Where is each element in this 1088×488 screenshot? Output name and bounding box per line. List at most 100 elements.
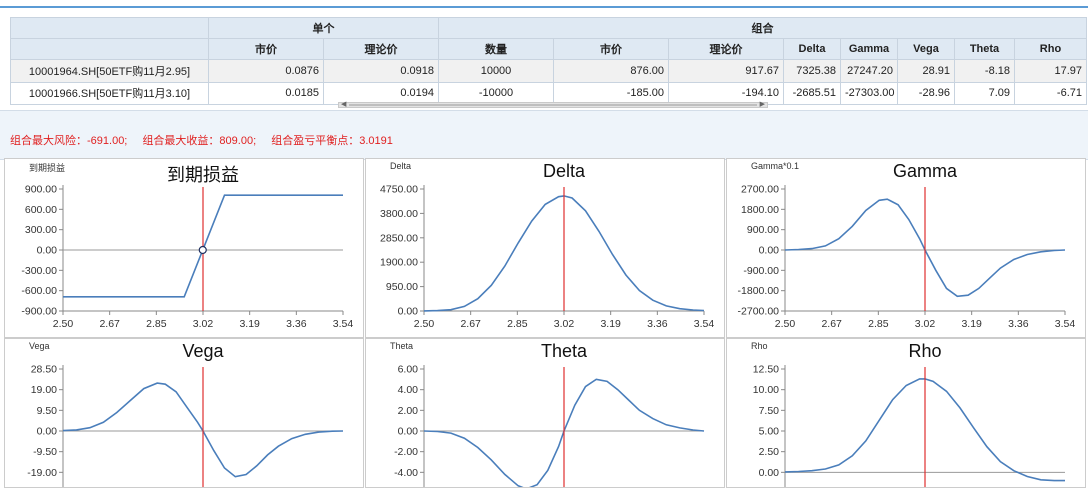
y-tick-label: 900.00 (747, 224, 779, 236)
x-tick-label: 3.02 (193, 318, 214, 330)
table-cell: 7.09 (954, 81, 1015, 105)
y-tick-label: 0.00 (759, 467, 780, 479)
table-cell: -27303.00 (840, 81, 898, 105)
x-tick-label: 3.02 (554, 318, 575, 330)
y-tick-label: 1900.00 (380, 257, 418, 269)
x-tick-label: 2.67 (99, 318, 120, 330)
chart-title: Delta (542, 161, 586, 181)
y-tick-label: 0.00 (398, 306, 419, 318)
column-header[interactable]: Delta (783, 38, 841, 60)
table-cell: -6.71 (1014, 81, 1087, 105)
group-header-combo: 组合 (438, 17, 1087, 39)
chart-ylabel: Delta (390, 161, 412, 171)
x-tick-label: 3.54 (694, 318, 715, 330)
table-group-header-row: 单个 组合 (10, 17, 1087, 39)
x-tick-label: 3.36 (647, 318, 668, 330)
x-tick-label: 2.85 (868, 318, 889, 330)
y-tick-label: 2.00 (398, 405, 419, 417)
vega-chart: Vega Vega 28.50 19.00 9.50 0.00 -9.50 -19.00 (4, 338, 364, 488)
x-tick-label: 3.19 (239, 318, 260, 330)
y-tick-label: -9.50 (33, 446, 57, 458)
column-header[interactable]: 数量 (438, 38, 554, 60)
table-cell: -194.10 (668, 81, 784, 105)
y-tick-label: 12.50 (753, 364, 779, 376)
chart-ylabel: Vega (29, 341, 50, 351)
y-tick-label: 0.00 (37, 245, 58, 257)
y-tick-label: 5.00 (759, 426, 780, 438)
chart-title: Gamma (892, 161, 958, 181)
y-tick-label: 0.00 (398, 426, 419, 438)
y-tick-label: -19.00 (27, 467, 57, 479)
x-tick-label: 2.50 (414, 318, 435, 330)
y-tick-label: 3800.00 (380, 208, 418, 220)
top-accent-line (0, 6, 1088, 8)
column-header[interactable]: Theta (954, 38, 1015, 60)
table-cell: 0.0185 (208, 81, 324, 105)
x-tick-label: 3.19 (961, 318, 982, 330)
chart-title: 到期损益 (167, 165, 239, 185)
y-tick-label: -900.00 (743, 265, 779, 277)
column-header[interactable]: Vega (897, 38, 955, 60)
y-tick-label: -2.00 (394, 446, 418, 458)
chart-plot-svg: 12.50 10.00 7.50 5.00 2.50 0.00 (753, 364, 1065, 487)
x-tick-label: 3.36 (1008, 318, 1029, 330)
chart-plot-svg: 2700.00 1800.00 900.00 0.00 -900.00 -1800.00 -… (738, 184, 1076, 331)
chart-plot-svg: 900.00 600.00 300.00 0.00 -300.00 -600.00 -900… (21, 184, 354, 331)
x-tick-label: 2.67 (460, 318, 481, 330)
y-tick-label: 900.00 (25, 184, 57, 196)
y-tick-label: 1800.00 (741, 204, 779, 216)
table-cell: 17.97 (1014, 59, 1087, 83)
column-header[interactable]: 市价 (208, 38, 324, 60)
table-cell: -28.96 (897, 81, 955, 105)
horizontal-scrollbar[interactable]: ◀ ▶ (338, 101, 768, 108)
y-tick-label: 4750.00 (380, 184, 418, 196)
theta-chart: Theta Theta 6.00 4.00 2.00 0.00 -2.00 -4.00 (365, 338, 725, 488)
scroll-left-arrow-icon[interactable]: ◀ (341, 101, 347, 108)
y-tick-label: 0.00 (37, 426, 58, 438)
y-tick-label: 28.50 (31, 364, 57, 376)
column-header[interactable]: Rho (1014, 38, 1087, 60)
y-tick-label: 19.00 (31, 384, 57, 396)
scrollbar-thumb[interactable] (349, 104, 757, 106)
x-tick-label: 3.54 (1055, 318, 1076, 330)
x-tick-label: 2.50 (53, 318, 74, 330)
portfolio-summary: 组合最大风险：-691.00; 组合最大收益：809.00; 组合盈亏平衡点：3… (10, 132, 405, 148)
portfolio-table: 单个 组合 市价 理论价 数量 市价 理论价 Delta Gamma Vega … (10, 17, 1087, 105)
table-cell: 28.91 (897, 59, 955, 83)
y-tick-label: 300.00 (25, 224, 57, 236)
breakeven-point (198, 245, 207, 255)
table-cell: -2685.51 (783, 81, 841, 105)
table-row[interactable]: 10001966.SH[50ETF购11月3.10] 0.0185 0.0194… (10, 81, 1087, 105)
column-header[interactable]: 市价 (553, 38, 669, 60)
y-tick-label: 600.00 (25, 204, 57, 216)
y-tick-label: 2850.00 (380, 232, 418, 244)
gamma-chart: Gamma*0.1 Gamma 2700.00 1800.00 900.00 0.00 -9… (726, 158, 1086, 338)
y-tick-label: -300.00 (21, 265, 57, 277)
payoff-chart: 到期损益 到期损益 900.00 600.00 300.00 0.00 -300.00 -60… (4, 158, 364, 338)
table-row[interactable]: 10001964.SH[50ETF购11月2.95] 0.0876 0.0918… (10, 59, 1087, 83)
y-tick-label: -4.00 (394, 467, 418, 479)
quantity-cell[interactable]: 10000 (438, 59, 554, 83)
option-name-cell: 10001966.SH[50ETF购11月3.10] (10, 81, 209, 105)
max-profit-text: 组合最大收益：809.00; (142, 135, 257, 147)
table-cell: 876.00 (553, 59, 669, 83)
column-header[interactable]: 理论价 (668, 38, 784, 60)
chart-ylabel: 到期损益 (29, 163, 66, 173)
group-header-single: 单个 (208, 17, 439, 39)
chart-title: Vega (182, 341, 224, 361)
rho-chart: Rho Rho 12.50 10.00 7.50 5.00 2.50 0.00 (726, 338, 1086, 488)
column-header[interactable]: 理论价 (323, 38, 439, 60)
option-name-cell: 10001964.SH[50ETF购11月2.95] (10, 59, 209, 83)
x-tick-label: 3.02 (915, 318, 936, 330)
y-tick-label: 0.00 (759, 245, 780, 257)
scroll-right-arrow-icon[interactable]: ▶ (759, 101, 765, 108)
y-tick-label: -1800.00 (738, 285, 780, 297)
table-name-header[interactable] (10, 38, 209, 60)
x-tick-label: 3.54 (333, 318, 354, 330)
delta-chart: Delta Delta 4750.00 3800.00 2850.00 1900.00 95… (365, 158, 725, 338)
table-column-header-row: 市价 理论价 数量 市价 理论价 Delta Gamma Vega Theta … (10, 38, 1087, 60)
table-cell: 917.67 (668, 59, 784, 83)
table-corner-cell (10, 17, 209, 39)
table-cell: -185.00 (553, 81, 669, 105)
column-header[interactable]: Gamma (840, 38, 898, 60)
